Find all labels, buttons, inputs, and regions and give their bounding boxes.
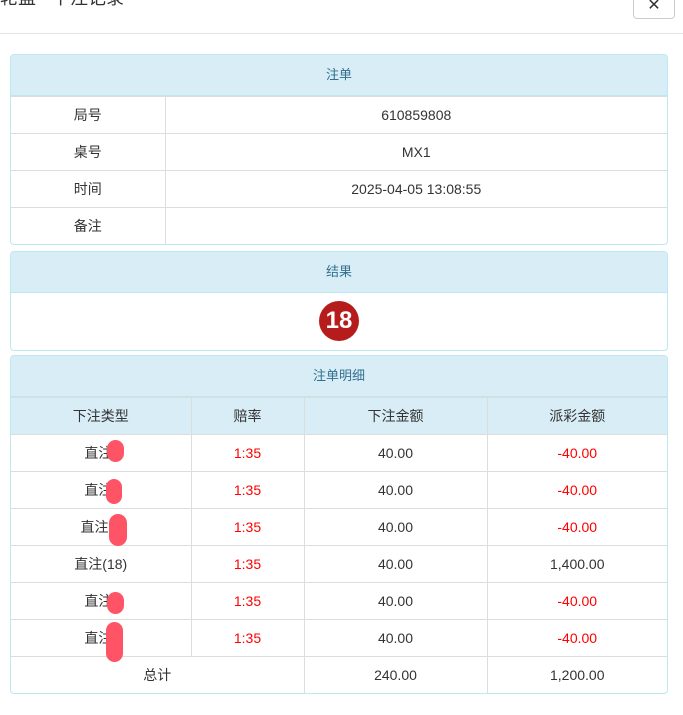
order-panel: 注单 局号 610859808 桌号 MX1 时间 2025-04-05 13:08:… (10, 54, 668, 245)
bet-amount: 40.00 (303, 545, 488, 583)
bet-payout: -40.00 (486, 619, 667, 657)
order-row-round: 局号 610859808 (11, 96, 667, 134)
bet-payout: -40.00 (486, 471, 667, 509)
result-header: 结果 (11, 252, 667, 293)
redaction-mark (107, 592, 124, 614)
bet-type: 直注(1 (11, 508, 192, 546)
divider (0, 33, 683, 34)
bet-odds: 1:35 (190, 619, 305, 657)
bet-row: 直注(1 1:35 40.00 -40.00 (11, 508, 667, 546)
bet-amount: 40.00 (303, 508, 488, 546)
modal-title: 轮盘 - 下注记录 (0, 0, 124, 10)
bet-type: 直注( (11, 619, 192, 657)
bet-amount: 40.00 (303, 434, 488, 472)
bet-type: 直注( (11, 582, 192, 620)
bet-odds: 1:35 (190, 545, 305, 583)
bet-type: 直注( (11, 471, 192, 509)
bet-payout: -40.00 (486, 582, 667, 620)
result-panel: 结果 18 (10, 251, 668, 351)
close-button[interactable]: ✕ (633, 0, 675, 19)
order-row-remark: 备注 (11, 207, 667, 244)
order-row-table: 桌号 MX1 (11, 133, 667, 171)
details-columns: 下注类型 赔率 下注金额 派彩金额 (11, 397, 667, 435)
bet-amount: 40.00 (303, 471, 488, 509)
details-header: 注单明细 (11, 356, 667, 397)
bet-row: 直注(18) 1:35 40.00 1,400.00 (11, 545, 667, 583)
details-panel: 注单明细 下注类型 赔率 下注金额 派彩金额 直注(1:35 40.00 -40.00 直注… (10, 355, 668, 694)
total-row: 总计 240.00 1,200.00 (11, 656, 667, 693)
bet-amount: 40.00 (303, 619, 488, 657)
bet-payout: -40.00 (486, 434, 667, 472)
order-header: 注单 (11, 55, 667, 96)
bet-type: 直注(18) (11, 545, 192, 583)
redaction-mark (106, 622, 123, 662)
order-row-time: 时间 2025-04-05 13:08:55 (11, 170, 667, 208)
bet-row: 直注(1:35 40.00 -40.00 (11, 434, 667, 472)
bet-payout: -40.00 (486, 508, 667, 546)
times-icon: ✕ (647, 0, 661, 14)
bet-payout: 1,400.00 (486, 545, 667, 583)
redaction-mark (107, 440, 124, 462)
bet-type: 直注( (11, 434, 192, 472)
redaction-mark (106, 479, 122, 504)
bet-odds: 1:35 (190, 471, 305, 509)
bet-amount: 40.00 (303, 582, 488, 620)
bet-odds: 1:35 (190, 508, 305, 546)
bet-odds: 1:35 (190, 434, 305, 472)
redaction-mark (109, 514, 127, 546)
bet-row: 直注(1:35 40.00 -40.00 (11, 619, 667, 657)
bet-odds: 1:35 (190, 582, 305, 620)
result-ball: 18 (319, 301, 359, 341)
